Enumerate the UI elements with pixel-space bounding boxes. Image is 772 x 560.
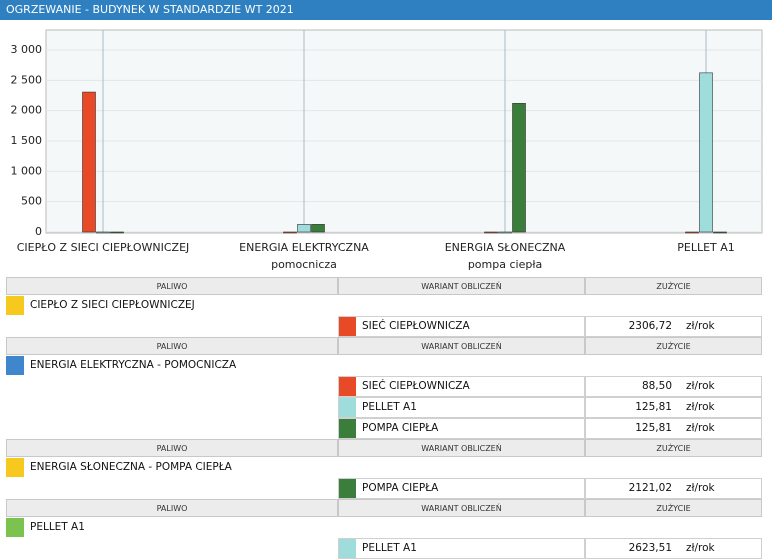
value-cell (585, 316, 762, 337)
column-header: ZUŻYCIE (585, 499, 762, 517)
color-swatch (339, 479, 356, 498)
value-cell (585, 478, 762, 499)
y-tick-label: 3 000 (11, 43, 43, 56)
bar (685, 231, 699, 234)
title-bar: OGRZEWANIE - BUDYNEK W STANDARDZIE WT 20… (0, 0, 772, 20)
column-header: WARIANT OBLICZEŃ (338, 337, 585, 355)
value: 125,81 (635, 422, 672, 434)
bar (82, 91, 96, 233)
unit: zł/rok (686, 401, 715, 413)
bar (110, 231, 124, 234)
variant-cell (338, 418, 585, 439)
chart: 0 500 1 000 1 500 2 000 2 500 3 000 CIEPŁO Z SI… (11, 29, 763, 270)
column-header: ZUŻYCIE (585, 277, 762, 295)
bar (512, 103, 526, 233)
unit: zł/rok (686, 380, 715, 392)
variant-cell (338, 397, 585, 418)
y-tick-label: 0 (35, 225, 42, 238)
variant-name: SIEĆ CIEPŁOWNICZA (362, 380, 470, 392)
bar (484, 231, 498, 234)
fuel-name: ENERGIA SŁONECZNA - POMPA CIEPŁA (30, 461, 232, 473)
variant-name: PELLET A1 (362, 401, 417, 413)
column-header: PALIWO (6, 499, 338, 517)
color-swatch (6, 458, 24, 477)
x-tick-label: pomocnicza (271, 258, 337, 270)
bar (311, 224, 325, 233)
value: 2121,02 (628, 482, 672, 494)
value: 88,50 (641, 380, 672, 392)
value: 2306,72 (628, 320, 672, 332)
bar (96, 231, 110, 234)
y-tick-label: 1 000 (11, 164, 43, 177)
column-header: WARIANT OBLICZEŃ (338, 499, 585, 517)
bar (297, 224, 311, 233)
x-tick-label: PELLET A1 (677, 241, 735, 254)
column-header: ZUŻYCIE (585, 337, 762, 355)
color-swatch (6, 296, 24, 315)
color-swatch (339, 419, 356, 438)
variant-cell (338, 316, 585, 337)
variant-name: SIEĆ CIEPŁOWNICZA (362, 320, 470, 332)
variant-cell (338, 538, 585, 559)
color-swatch (339, 377, 356, 396)
fuel-name: CIEPŁO Z SIECI CIEPŁOWNICZEJ (30, 299, 195, 311)
column-header: WARIANT OBLICZEŃ (338, 439, 585, 457)
value: 2623,51 (628, 542, 672, 554)
fuel-name: ENERGIA ELEKTRYCZNA - POMOCNICZA (30, 359, 237, 371)
unit: zł/rok (686, 320, 715, 332)
bar (713, 231, 727, 234)
variant-cell (338, 478, 585, 499)
color-swatch (6, 356, 24, 375)
column-header: PALIWO (6, 337, 338, 355)
x-tick-label: ENERGIA SŁONECZNA (445, 241, 566, 254)
unit: zł/rok (686, 422, 715, 434)
variant-name: POMPA CIEPŁA (362, 422, 439, 434)
value-cell (585, 538, 762, 559)
variant-name: PELLET A1 (362, 542, 417, 554)
bar (498, 231, 512, 234)
x-tick-label: ENERGIA ELEKTRYCZNA (239, 241, 369, 254)
y-tick-label: 2 000 (11, 104, 43, 117)
value-cell (585, 376, 762, 397)
color-swatch (339, 317, 356, 336)
unit: zł/rok (686, 542, 715, 554)
fuel-name: PELLET A1 (30, 521, 85, 533)
color-swatch (339, 539, 356, 558)
plot-area (45, 29, 763, 234)
variant-name: POMPA CIEPŁA (362, 482, 439, 494)
y-tick-label: 500 (21, 195, 42, 208)
column-header: ZUŻYCIE (585, 439, 762, 457)
x-tick-label: CIEPŁO Z SIECI CIEPŁOWNICZEJ (17, 241, 190, 254)
value-cell (585, 418, 762, 439)
column-header: PALIWO (6, 277, 338, 295)
value-cell (585, 397, 762, 418)
y-tick-label: 2 500 (11, 73, 43, 86)
bar (283, 231, 297, 234)
column-header: PALIWO (6, 439, 338, 457)
unit: zł/rok (686, 482, 715, 494)
color-swatch (6, 518, 24, 537)
color-swatch (339, 398, 356, 417)
bar (699, 72, 713, 233)
y-tick-label: 1 500 (11, 134, 43, 147)
value: 125,81 (635, 401, 672, 413)
x-tick-label: pompa ciepła (468, 258, 542, 270)
variant-cell (338, 376, 585, 397)
column-header: WARIANT OBLICZEŃ (338, 277, 585, 295)
